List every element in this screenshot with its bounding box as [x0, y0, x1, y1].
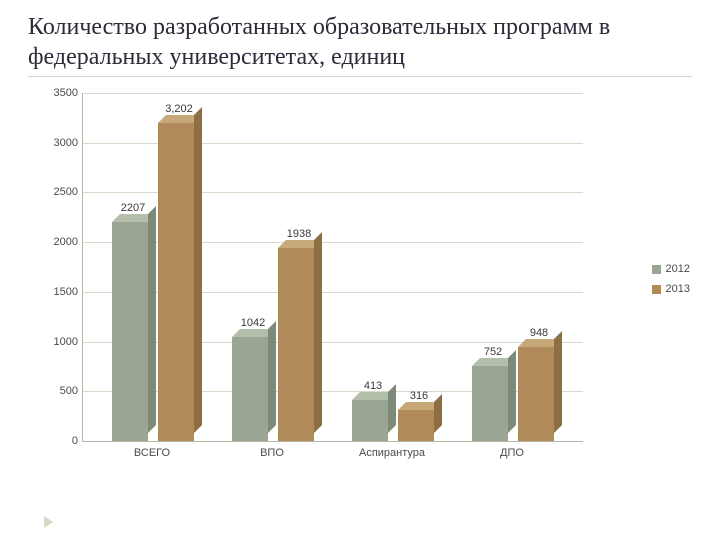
bar: [158, 123, 194, 441]
caret-icon: [44, 516, 53, 528]
bar: [112, 222, 148, 441]
y-tick-label: 3000: [30, 137, 78, 149]
y-tick-label: 0: [30, 435, 78, 447]
x-tick-label: ДПО: [500, 447, 524, 459]
value-label: 413: [364, 380, 382, 392]
y-tick-label: 1500: [30, 286, 78, 298]
title-underline: [28, 76, 692, 77]
legend-swatch-2013: [652, 285, 661, 294]
revenue-chart: 0 500 1000 1500 2000 2500 3000 3500 ВСЕГО 2207 3,2…: [30, 87, 690, 507]
y-tick-label: 3500: [30, 87, 78, 99]
bar: [472, 366, 508, 441]
x-tick-label: ВСЕГО: [134, 447, 170, 459]
value-label: 1938: [287, 228, 311, 240]
legend-label: 2013: [666, 283, 690, 295]
bar: [352, 400, 388, 441]
bar: [518, 347, 554, 441]
y-tick-label: 500: [30, 385, 78, 397]
legend-label: 2012: [666, 263, 690, 275]
x-tick-label: ВПО: [260, 447, 284, 459]
bar: [398, 410, 434, 441]
value-label: 316: [410, 390, 428, 402]
value-label: 1042: [241, 317, 265, 329]
legend: 2012 2013: [652, 263, 690, 303]
plot-area: [82, 93, 583, 442]
slide: Количество разработанных образовательных…: [0, 0, 720, 540]
bar: [232, 337, 268, 441]
value-label: 2207: [121, 202, 145, 214]
value-label: 752: [484, 346, 502, 358]
y-tick-label: 2500: [30, 186, 78, 198]
bar: [278, 248, 314, 441]
legend-swatch-2012: [652, 265, 661, 274]
x-tick-label: Аспирантура: [359, 447, 425, 459]
gridline: [83, 93, 583, 94]
y-tick-label: 2000: [30, 236, 78, 248]
legend-item-2013: 2013: [652, 283, 690, 295]
page-title: Количество разработанных образовательных…: [28, 12, 692, 72]
y-tick-label: 1000: [30, 336, 78, 348]
value-label: 948: [530, 327, 548, 339]
value-label: 3,202: [165, 103, 193, 115]
legend-item-2012: 2012: [652, 263, 690, 275]
